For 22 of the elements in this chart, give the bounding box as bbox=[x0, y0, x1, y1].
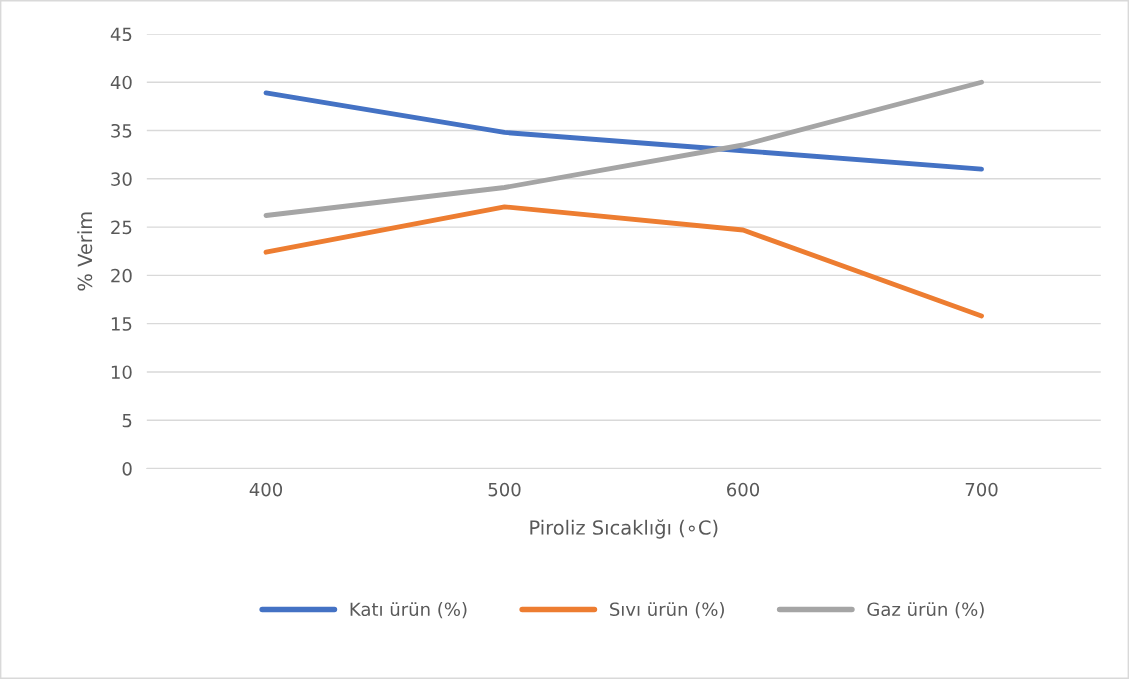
y-tick-label: 30 bbox=[111, 172, 132, 186]
legend-label: Katı ürün (%) bbox=[350, 602, 467, 619]
y-tick-label: 20 bbox=[111, 268, 132, 283]
line-series bbox=[263, 90, 984, 172]
legend-label: Gaz ürün (%) bbox=[867, 602, 984, 619]
line-series bbox=[263, 79, 984, 218]
x-axis-title: Piroliz Sıcaklığı (∘C) bbox=[530, 519, 718, 539]
line-series bbox=[263, 204, 984, 319]
x-tick-label: 600 bbox=[727, 482, 760, 497]
y-tick-label: 5 bbox=[122, 413, 132, 428]
y-tick-label: 25 bbox=[111, 220, 132, 235]
y-tick-label: 15 bbox=[111, 317, 132, 331]
x-tick-label: 500 bbox=[488, 482, 521, 497]
y-tick-label: 35 bbox=[111, 123, 132, 138]
y-tick-label: 10 bbox=[111, 365, 132, 380]
y-tick-label: 45 bbox=[110, 27, 132, 42]
y-tick-label: 0 bbox=[122, 461, 132, 476]
y-tick-label: 40 bbox=[110, 75, 132, 90]
legend-label: Sıvı ürün (%) bbox=[610, 602, 724, 619]
x-tick-label: 400 bbox=[249, 482, 283, 497]
y-axis-title: % Verim bbox=[77, 212, 93, 291]
x-tick-label: 700 bbox=[965, 482, 998, 497]
